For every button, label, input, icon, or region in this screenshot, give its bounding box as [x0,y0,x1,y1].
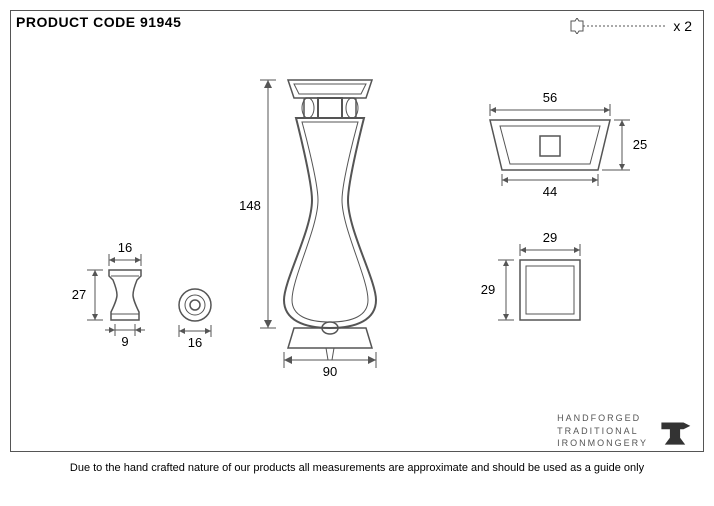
hardware-qty: x 2 [569,18,692,34]
dim-knob-base: 9 [121,334,128,349]
dim-square-h: 29 [481,282,495,297]
dim-knob-height: 27 [72,287,86,302]
striker-diagram: 29 29 [470,230,640,350]
screw-icon [569,18,669,34]
product-code: PRODUCT CODE 91945 [16,14,181,30]
dim-knocker-width: 90 [323,364,337,379]
brand-line3: IRONMONGERY [557,437,648,450]
dim-knocker-height: 148 [239,198,261,213]
product-code-value: 91945 [140,14,181,30]
brand-line1: HANDFORGED [557,412,648,425]
disclaimer-text: Due to the hand crafted nature of our pr… [0,462,714,474]
top-plate-diagram: 56 44 25 [450,90,660,220]
dim-trap-height: 25 [633,137,647,152]
dim-trap-top: 56 [543,90,557,105]
dim-knob-width: 16 [118,240,132,255]
product-code-label: PRODUCT CODE [16,14,136,30]
dim-disc-dia: 16 [188,335,202,350]
knocker-diagram: 148 90 [230,70,430,380]
dim-square-w: 29 [543,230,557,245]
screw-qty-text: x 2 [673,18,692,34]
brand-line2: TRADITIONAL [557,425,648,438]
dim-trap-bottom: 44 [543,184,557,199]
disc-diagram: 16 [155,275,235,375]
brand-logo: HANDFORGED TRADITIONAL IRONMONGERY [557,412,692,450]
anvil-icon [658,414,692,448]
